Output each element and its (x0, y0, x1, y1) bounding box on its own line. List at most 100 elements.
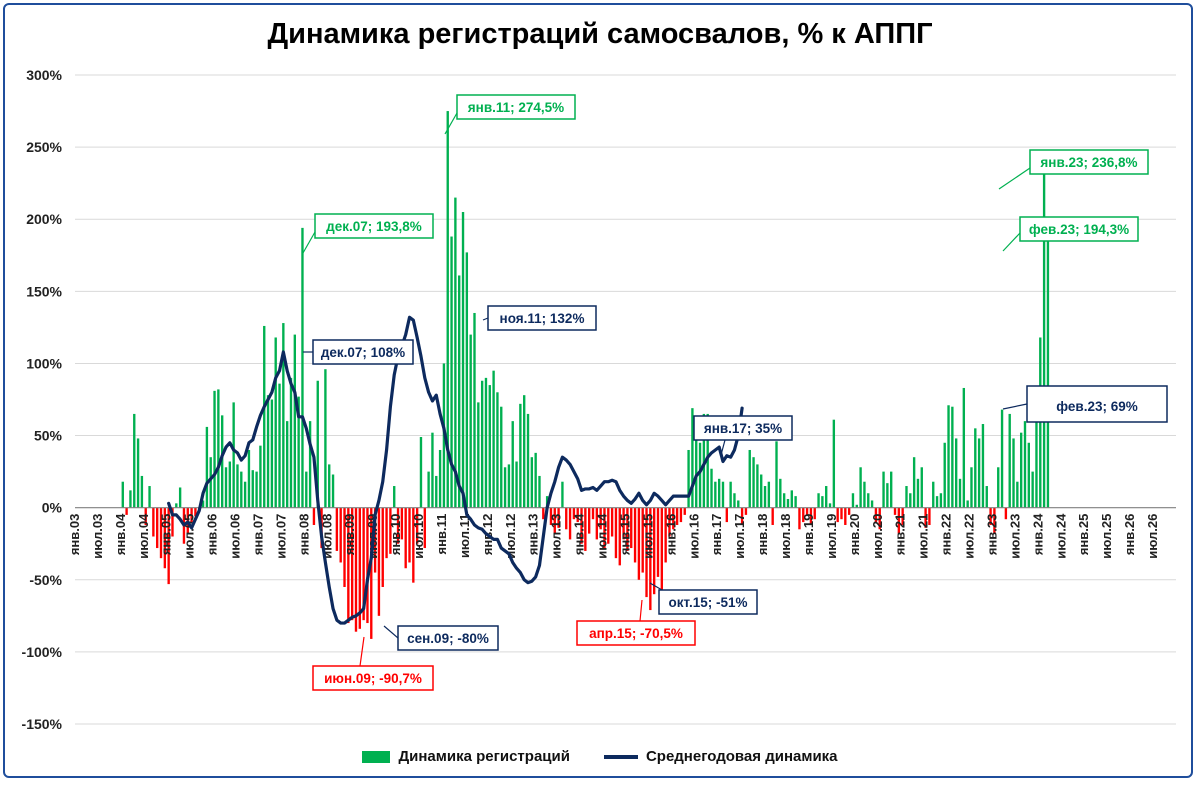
bar (740, 507, 744, 525)
bar (454, 197, 457, 508)
bar (966, 500, 969, 508)
x-tick-label: июл.03 (90, 514, 105, 559)
bar (446, 111, 449, 508)
annotation-box (1019, 216, 1139, 242)
bar (1031, 471, 1034, 508)
bar (576, 507, 579, 523)
bar (695, 435, 698, 508)
bar (308, 421, 312, 508)
bar (431, 432, 434, 508)
bar (855, 504, 858, 508)
bar (710, 468, 713, 508)
legend-label-line: Среднегодовая динамика (645, 748, 838, 765)
bar (305, 471, 308, 508)
annotation-leader (383, 625, 399, 639)
x-tick-label: янв.06 (205, 514, 220, 556)
bar (419, 437, 423, 508)
annotation-box (314, 213, 434, 239)
bar (836, 507, 839, 523)
x-tick-label: июл.12 (503, 514, 518, 559)
x-tick-label: июл.20 (870, 514, 885, 559)
x-tick-label: июл.19 (824, 514, 839, 559)
bar (1004, 507, 1008, 520)
x-tick-label: янв.24 (1030, 513, 1045, 555)
bar (802, 507, 805, 523)
x-tick-label: янв.22 (939, 514, 954, 556)
bar (591, 507, 595, 520)
bar (350, 507, 354, 621)
y-axis-ticks: 300% 250% 200% 150% 100% 50% 0% -50% -100% -150% (22, 67, 63, 732)
bar (534, 452, 537, 508)
y-tick-label: 150% (26, 283, 62, 299)
legend-label-bars: Динамика регистраций (398, 748, 570, 765)
bar (285, 421, 289, 508)
bar (844, 507, 847, 525)
bar (561, 481, 564, 508)
bar (607, 507, 610, 544)
x-tick-label: янв.13 (526, 514, 541, 556)
bar (1016, 481, 1019, 508)
bar (412, 507, 415, 583)
bar (851, 493, 855, 508)
bar (725, 507, 728, 523)
legend-item-bars: Динамика регистраций (362, 748, 570, 765)
bar (775, 441, 778, 508)
bar (641, 507, 644, 573)
bar (767, 481, 771, 508)
bar (358, 507, 361, 629)
bar (423, 507, 426, 549)
bar (962, 387, 966, 508)
bar (511, 421, 514, 508)
bar (415, 507, 419, 544)
bar (805, 507, 809, 515)
bar (882, 471, 885, 508)
y-tick-label: 250% (26, 139, 62, 155)
y-tick-label: 300% (26, 67, 62, 83)
bar (144, 507, 147, 525)
bar (312, 507, 316, 525)
x-tick-label: янв.07 (251, 514, 266, 556)
bar (400, 507, 404, 540)
bar (760, 474, 763, 508)
bar (523, 395, 526, 508)
bar (500, 406, 503, 508)
x-tick-label: июл.10 (411, 514, 426, 559)
x-tick-label: июл.11 (457, 514, 472, 558)
x-tick-label: янв.25 (1076, 514, 1091, 556)
bar (480, 380, 484, 508)
bar (515, 461, 518, 508)
bar (347, 507, 350, 624)
bar (389, 507, 392, 554)
bar (251, 470, 254, 508)
bar (282, 323, 285, 508)
bar (297, 396, 300, 508)
bar (381, 507, 384, 587)
bar (947, 405, 950, 508)
legend-swatch-bars (362, 750, 391, 763)
bar (404, 507, 407, 569)
bar (553, 507, 556, 534)
annotation-leader (639, 599, 643, 622)
bar (549, 507, 553, 525)
bar (901, 507, 904, 525)
bar (488, 385, 491, 508)
x-tick-label: янв.08 (296, 514, 311, 556)
bar (335, 507, 339, 551)
bar (1035, 399, 1038, 508)
bar (584, 507, 587, 551)
bar (771, 507, 774, 525)
bar (236, 464, 239, 508)
bar (221, 415, 224, 508)
bar (228, 461, 232, 508)
x-tick-label: июл.06 (228, 514, 243, 559)
bar (178, 487, 182, 508)
bar (909, 493, 912, 508)
bar (492, 370, 495, 508)
bar (779, 478, 782, 508)
x-tick-label: июл.24 (1053, 513, 1068, 559)
bar (867, 493, 870, 508)
annotation-leader (1002, 403, 1028, 410)
bar (649, 507, 652, 611)
y-tick-label: -150% (22, 716, 63, 732)
bar (733, 493, 736, 508)
